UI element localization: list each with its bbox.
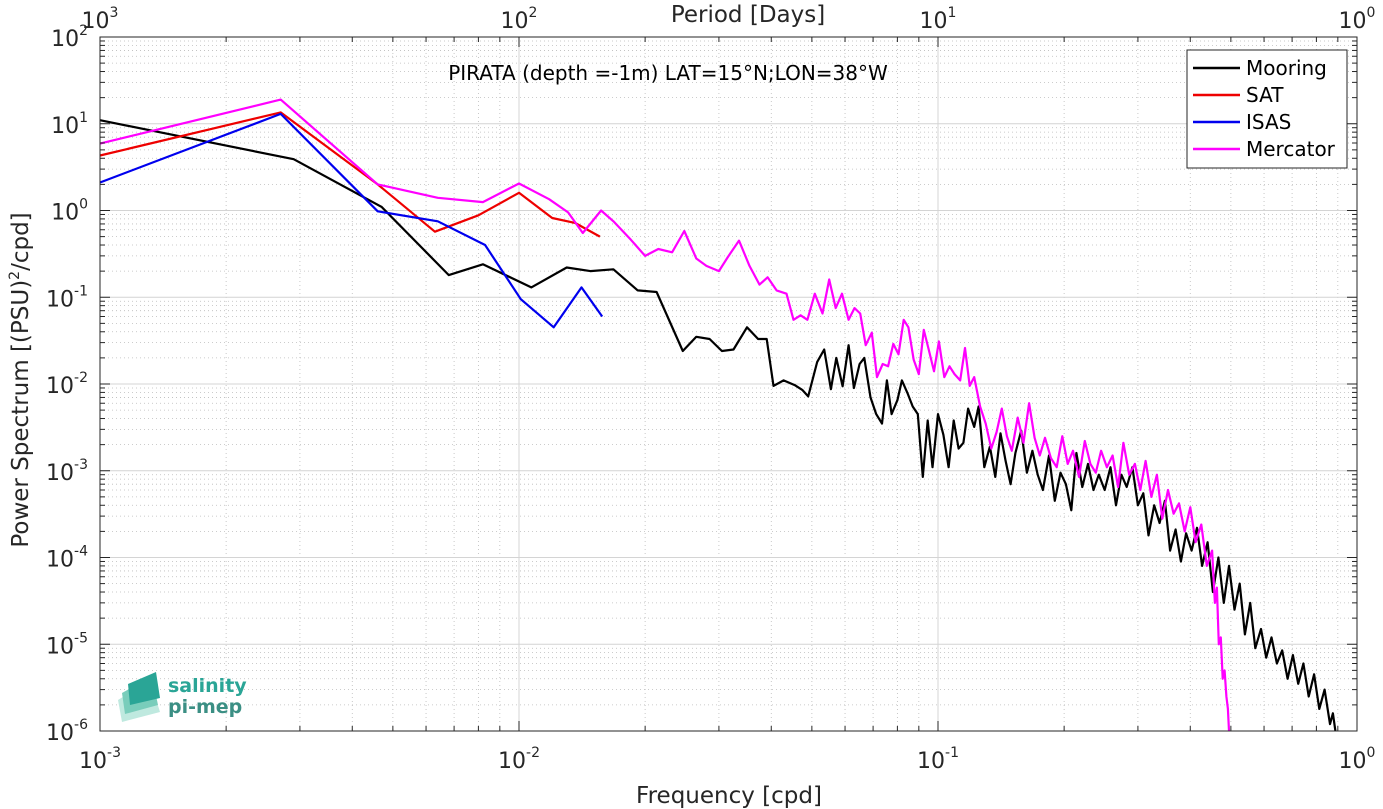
y-tick-base: 10: [46, 287, 74, 312]
y-tick-exp: 2: [79, 23, 88, 39]
y-tick-base: 10: [46, 721, 74, 746]
y-axis-label-main: Power Spectrum [(PSU): [8, 280, 34, 548]
legend: Mooring SAT ISAS Mercator: [1186, 49, 1348, 169]
y-tick-exp: -2: [74, 370, 88, 386]
y-tick-base: 10: [46, 374, 74, 399]
y-tick-label: 10-6: [46, 717, 88, 746]
y-tick-label: 10-2: [46, 370, 88, 399]
top-tick-label: 102: [501, 5, 538, 34]
series-line-mercator: [99, 98, 1231, 732]
legend-items: Mooring SAT ISAS Mercator: [1193, 56, 1336, 161]
y-tick-exp: -1: [74, 283, 88, 299]
salinity-pimep-logo: salinity pi-mep: [118, 672, 247, 722]
x-tick-base: 10: [498, 749, 526, 774]
top-tick-label: 101: [920, 5, 957, 34]
top-tick-exp: 2: [529, 5, 538, 21]
legend-label-mercator: Mercator: [1246, 137, 1336, 161]
series-line-isas: [99, 112, 604, 329]
y-tick-label: 10-1: [46, 283, 88, 312]
series-line-sat: [99, 111, 601, 238]
top-tick-base: 10: [501, 9, 529, 34]
y-tick-label: 10-5: [46, 630, 88, 659]
x-tick-exp: -1: [945, 745, 959, 761]
x-tick-exp: 0: [1367, 745, 1376, 761]
y-tick-exp: -6: [74, 717, 88, 733]
y-tick-label: 100: [51, 197, 88, 226]
chart-title: PIRATA (depth =-1m) LAT=15°N;LON=38°W: [448, 61, 888, 85]
y-tick-label: 10-4: [46, 544, 88, 573]
y-axis-label-tail: /cpd]: [8, 212, 34, 271]
series-layer: [99, 98, 1337, 732]
legend-label-sat: SAT: [1246, 83, 1284, 107]
x-tick-exp: -2: [526, 745, 540, 761]
y-tick-base: 10: [51, 114, 79, 139]
series-line-mooring: [99, 119, 1337, 732]
top-tick-label: 100: [1339, 5, 1376, 34]
top-tick-base: 10: [1339, 9, 1367, 34]
top-tick-exp: 1: [948, 5, 957, 21]
y-axis-label-sup: 2: [7, 271, 23, 280]
legend-label-isas: ISAS: [1246, 110, 1291, 134]
x-tick-label: 10-1: [917, 745, 959, 774]
y-axis-label: Power Spectrum [(PSU)2/cpd]: [7, 212, 34, 547]
y-tick-exp: -5: [74, 630, 88, 646]
logo-wave-3: [128, 672, 160, 705]
y-tick-base: 10: [46, 461, 74, 486]
x-tick-base: 10: [917, 749, 945, 774]
y-tick-label: 10-3: [46, 457, 88, 486]
x-tick-exp: -3: [107, 745, 121, 761]
y-tick-label: 101: [51, 110, 88, 139]
top-tick-exp: 3: [110, 5, 119, 21]
y-tick-exp: 0: [79, 197, 88, 213]
y-tick-exp: -4: [74, 544, 88, 560]
y-tick-base: 10: [46, 634, 74, 659]
y-tick-exp: 1: [79, 110, 88, 126]
y-tick-base: 10: [51, 27, 79, 52]
top-tick-base: 10: [82, 9, 110, 34]
top-tick-label: 103: [82, 5, 119, 34]
logo-line-1: salinity: [168, 675, 247, 697]
y-tick-label: 102: [51, 23, 88, 52]
top-tick-labels: 103 102 101 100: [82, 5, 1376, 34]
x-tick-base: 10: [1339, 749, 1367, 774]
x-tick-base: 10: [79, 749, 107, 774]
y-tick-base: 10: [51, 201, 79, 226]
x-axis-label: Frequency [cpd]: [636, 783, 822, 809]
top-axis-label: Period [Days]: [671, 2, 825, 28]
x-tick-labels: 10-3 10-2 10-1 100: [79, 745, 1375, 774]
y-tick-base: 10: [46, 548, 74, 573]
x-tick-label: 10-3: [79, 745, 121, 774]
minor-grid: [100, 37, 1357, 731]
top-tick-base: 10: [920, 9, 948, 34]
logo-line-2: pi-mep: [168, 696, 242, 718]
y-tick-exp: -3: [74, 457, 88, 473]
x-tick-label: 10-2: [498, 745, 540, 774]
legend-label-mooring: Mooring: [1246, 56, 1327, 80]
tick-marks: [99, 36, 1358, 732]
x-tick-label: 100: [1339, 745, 1376, 774]
top-tick-exp: 0: [1367, 5, 1376, 21]
